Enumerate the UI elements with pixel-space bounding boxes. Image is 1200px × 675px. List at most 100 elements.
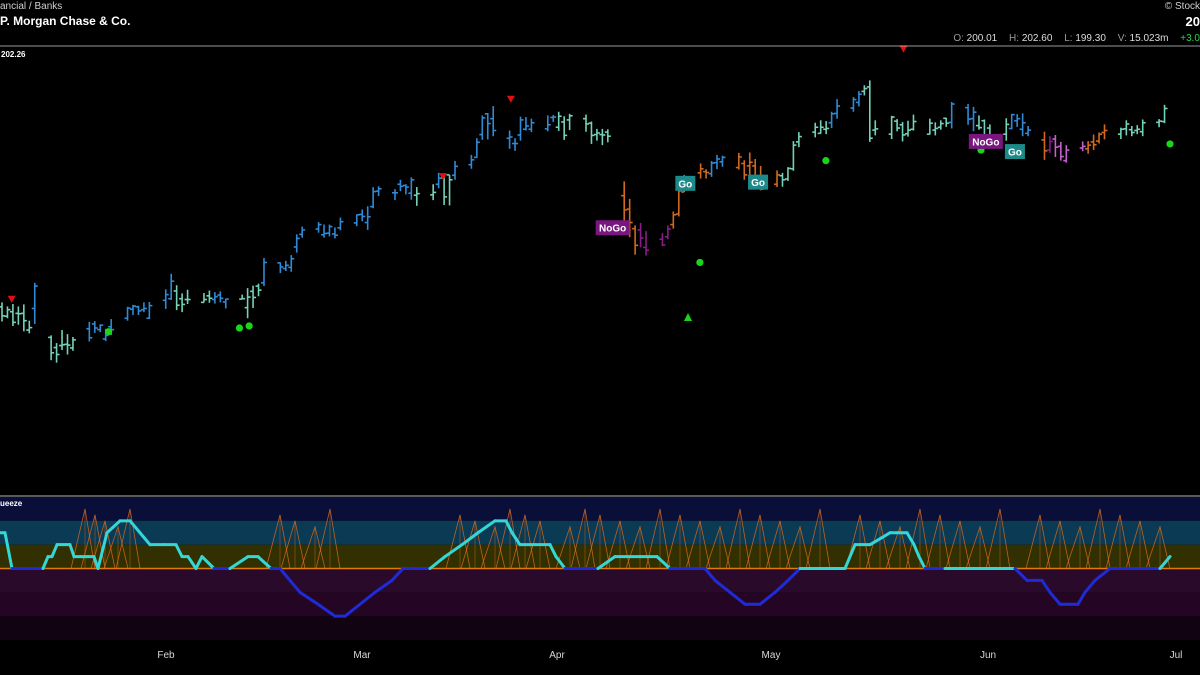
price-bar: [522, 117, 529, 131]
price-bar: [331, 227, 338, 239]
oscillator-segment: [1083, 578, 1097, 594]
price-bar: [719, 155, 726, 167]
price-bar: [162, 289, 169, 309]
squeeze-fan: [90, 520, 116, 569]
oscillator-segment: [3, 531, 14, 570]
year-label: 20: [1185, 14, 1200, 29]
change-value: +3.0: [1180, 33, 1200, 44]
volume-label: V:: [1117, 33, 1127, 44]
price-bar: [408, 177, 415, 200]
price-bar: [713, 154, 720, 170]
go-nogo-labels: NoGo Go Go NoGo Go: [595, 133, 1025, 236]
oscillator-segment: [912, 543, 921, 559]
price-bar: [244, 288, 251, 319]
price-bar: [364, 206, 371, 230]
high-label: H:: [1009, 33, 1020, 44]
oscillator-segment: [105, 519, 122, 535]
oscillator-segment: [868, 531, 892, 547]
price-bar: [850, 97, 857, 112]
x-tick-label: Mar: [353, 650, 371, 661]
price-bar: [637, 222, 644, 248]
price-bar: [703, 169, 710, 179]
label-box: [675, 175, 696, 191]
price-bar: [899, 121, 906, 142]
price-bar: [277, 262, 284, 274]
price-bar: [975, 115, 982, 130]
price-bar: [260, 257, 267, 287]
oscillator-segment: [655, 555, 672, 570]
price-bar: [795, 132, 802, 148]
go-label: Go: [748, 174, 769, 190]
price-bar: [512, 138, 519, 151]
oscillator-segment: [174, 543, 184, 559]
price-bar: [168, 273, 175, 300]
label-text: Go: [1008, 148, 1022, 159]
price-bar: [31, 282, 38, 324]
price-bar: [217, 291, 224, 303]
price-bar: [375, 186, 382, 197]
price-bar: [86, 321, 93, 342]
price-bar: [894, 119, 901, 132]
price-bar: [200, 292, 207, 304]
price-bar: [790, 141, 797, 171]
price-bar: [659, 233, 666, 247]
squeeze-fan: [460, 520, 486, 569]
price-bar: [430, 184, 437, 201]
label-box: [748, 174, 769, 190]
oscillator-segment: [298, 590, 320, 606]
oscillator-segment: [138, 531, 152, 547]
price-bar: [823, 121, 830, 135]
price-bar: [222, 298, 229, 309]
price-bar: [555, 111, 562, 131]
go-dot-icon: [245, 322, 253, 330]
oscillator-segment: [68, 543, 76, 559]
x-axis: Feb Mar Apr May Jun Jul: [157, 650, 1182, 661]
price-bar: [643, 231, 650, 256]
price-bar: [211, 292, 218, 304]
price-bar: [179, 293, 186, 313]
label-text: NoGo: [599, 224, 626, 235]
oscillator-segment: [786, 567, 802, 582]
oscillator-segment: [200, 555, 216, 570]
price-bar: [632, 225, 639, 255]
squeeze-fan: [945, 520, 971, 569]
oscillator-band: [0, 568, 1200, 593]
sector-label: ancial / Banks: [0, 1, 63, 12]
oscillator-segment: [1158, 555, 1172, 570]
price-bar: [604, 129, 611, 143]
oscillator-segment: [476, 519, 497, 535]
price-bar: [299, 226, 306, 238]
oscillator-segment: [554, 555, 567, 570]
price-bar: [593, 128, 600, 141]
price-bar: [1161, 104, 1168, 124]
price-bar: [861, 85, 868, 96]
price-bar: [970, 106, 977, 132]
price-bar: [812, 122, 819, 138]
price-bar: [391, 189, 398, 201]
label-box: [968, 133, 1003, 149]
oscillator-segment: [1040, 578, 1052, 594]
price-bar: [905, 120, 912, 137]
price-bar: [1003, 118, 1010, 141]
go-dot-icon: [822, 157, 830, 165]
price-bar: [1019, 113, 1026, 137]
low-label: L:: [1064, 33, 1073, 44]
oscillator-segment: [186, 555, 198, 570]
price-bar: [583, 114, 589, 132]
squeeze-fan: [765, 520, 791, 569]
oscillator-band: [0, 497, 1200, 521]
price-bar: [910, 114, 917, 131]
squeeze-fan: [605, 520, 631, 569]
oscillator-segment: [343, 602, 362, 618]
oscillator-segment: [510, 531, 522, 547]
oscillator-line: [0, 519, 1172, 618]
price-bar: [1123, 120, 1130, 136]
price-bar: [937, 120, 944, 130]
price-bar: [1052, 134, 1059, 157]
price-bar: [135, 305, 142, 315]
go-dot-icon: [235, 324, 244, 332]
open-value: 200.01: [966, 33, 998, 44]
price-bar: [359, 209, 366, 222]
oscillator-segment: [288, 578, 302, 594]
